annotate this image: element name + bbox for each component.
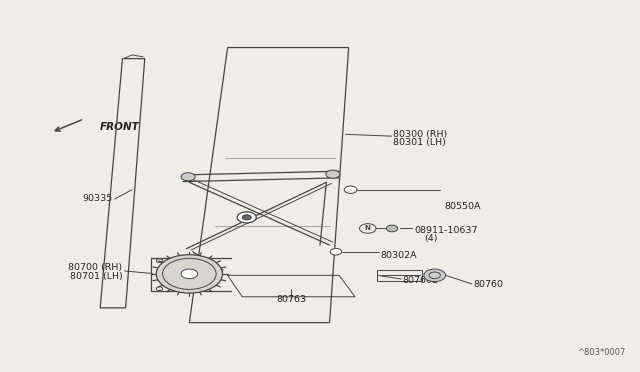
- Circle shape: [424, 269, 445, 282]
- Text: 80760B: 80760B: [403, 276, 439, 285]
- Text: 80302A: 80302A: [381, 251, 417, 260]
- Text: 80760: 80760: [473, 280, 503, 289]
- Text: (4): (4): [424, 234, 437, 243]
- Text: 90335: 90335: [83, 195, 113, 203]
- Circle shape: [387, 225, 397, 232]
- Circle shape: [344, 186, 357, 193]
- Circle shape: [243, 215, 251, 220]
- Circle shape: [326, 170, 340, 178]
- Text: ^803*0007: ^803*0007: [577, 347, 626, 357]
- Text: 08911-10637: 08911-10637: [414, 226, 478, 235]
- Circle shape: [330, 248, 342, 255]
- Text: 80301 (LH): 80301 (LH): [394, 138, 446, 147]
- Text: 80763: 80763: [276, 295, 307, 304]
- Text: FRONT: FRONT: [100, 122, 140, 132]
- Text: N: N: [365, 225, 371, 231]
- Circle shape: [181, 269, 198, 279]
- Text: 80550A: 80550A: [444, 202, 481, 211]
- Circle shape: [181, 173, 195, 181]
- Text: 80701 (LH): 80701 (LH): [70, 272, 122, 281]
- Circle shape: [156, 255, 223, 293]
- Circle shape: [237, 212, 256, 223]
- Text: 80700 (RH): 80700 (RH): [68, 263, 122, 272]
- Text: 80300 (RH): 80300 (RH): [394, 130, 447, 139]
